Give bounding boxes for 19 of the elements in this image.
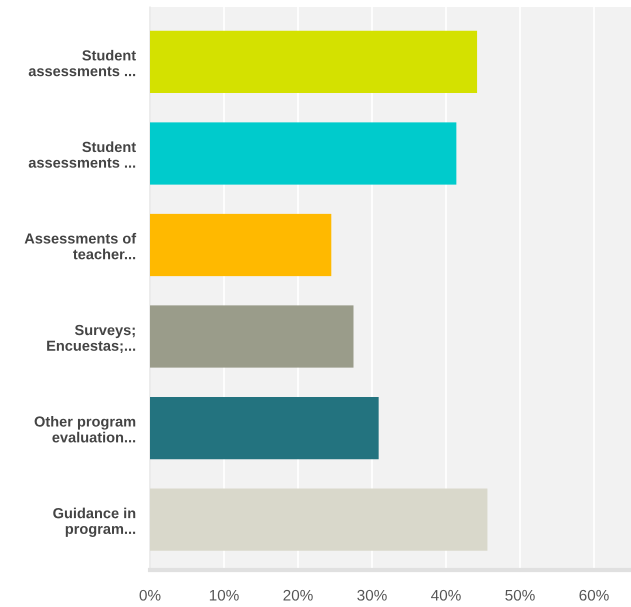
y-tick-label: Surveys; Encuestas;... [47,324,136,354]
bar [150,30,478,94]
x-tick-label: 30% [357,590,387,601]
bar [150,305,354,368]
y-tick-label: Assessments of teacher... [24,232,136,260]
x-tick-label: 0% [140,590,160,601]
y-tick-label: Student assessments ... [28,50,136,76]
bar [150,488,488,551]
bar [150,122,456,185]
y-tick-label: Other program evaluation... [34,416,136,442]
x-tick-label: 50% [505,590,535,601]
bar [150,214,332,276]
x-tick-label: 10% [210,590,239,601]
bar [150,396,379,460]
y-tick-label: Guidance in program... [53,508,136,537]
y-tick-label: Student assessments ... [28,141,136,168]
x-tick-label: 40% [431,590,461,601]
x-tick-label: 60% [579,590,609,601]
x-tick-label: 20% [283,590,313,601]
